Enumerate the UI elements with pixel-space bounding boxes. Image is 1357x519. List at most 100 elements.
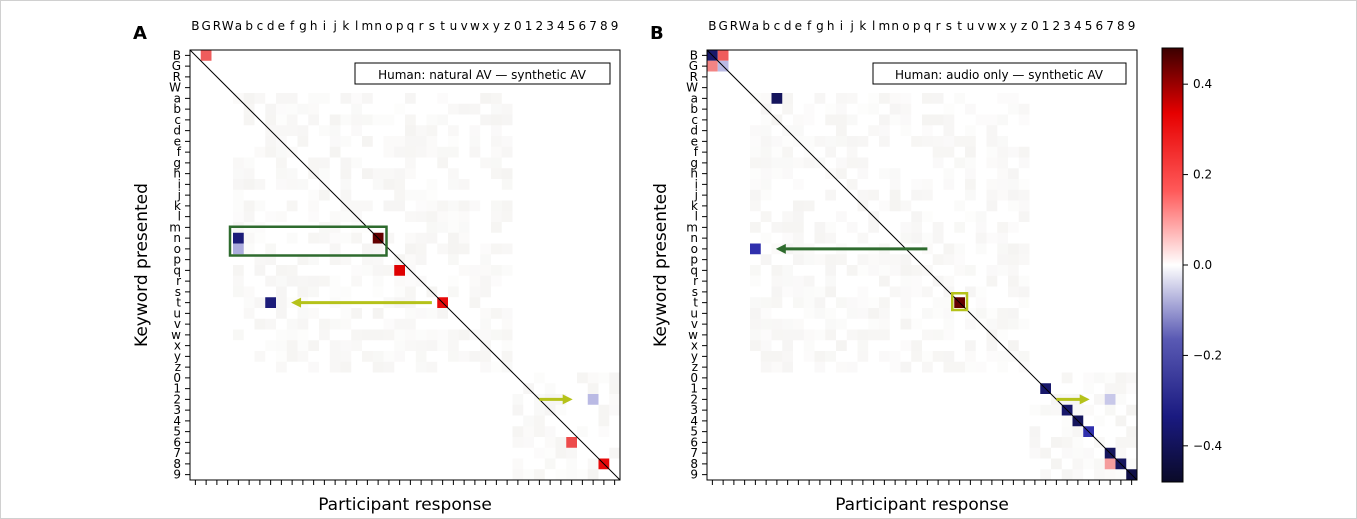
x-tick-label: q (407, 19, 415, 33)
y-tick-label: u (173, 306, 181, 320)
background-cell (911, 351, 922, 362)
x-tick-label: W (222, 19, 234, 33)
background-cell (1018, 243, 1030, 255)
background-cell (501, 146, 513, 158)
background-cell (879, 329, 890, 341)
x-tick-label: 4 (1074, 19, 1082, 33)
x-tick-label: 3 (1063, 19, 1071, 33)
background-cell (329, 125, 341, 136)
y-tick-label: w (171, 328, 181, 342)
background-cell (868, 103, 879, 115)
y-tick-label: n (690, 231, 698, 245)
background-cell (405, 168, 416, 179)
y-tick-label: B (173, 48, 181, 62)
background-cell (383, 265, 395, 276)
background-cell (911, 340, 922, 351)
background-cell (814, 136, 826, 147)
highlight-box (951, 292, 969, 312)
y-tick-label: i (695, 177, 698, 191)
background-cell (997, 179, 1008, 190)
y-tick-label: t (693, 296, 698, 310)
y-tick-label: v (174, 317, 181, 331)
background-cell (750, 168, 761, 179)
background-cell (415, 329, 427, 341)
background-cell (458, 200, 470, 212)
background-cell (997, 232, 1008, 244)
background-cell (836, 125, 847, 136)
background-cell (286, 318, 298, 330)
background-cell (857, 308, 869, 319)
background-cell (491, 200, 502, 212)
background-cell (932, 232, 944, 244)
background-cell (922, 361, 933, 373)
background-cell (750, 200, 761, 212)
background-cell (308, 211, 319, 222)
background-cell (480, 308, 491, 319)
background-cell (437, 329, 448, 341)
background-cell (598, 426, 610, 437)
background-cell (437, 308, 448, 319)
background-cell (943, 103, 955, 115)
background-cell (825, 308, 836, 319)
background-cell (846, 222, 858, 233)
background-cell (879, 125, 890, 136)
x-tick-label: x (999, 19, 1006, 33)
x-tick-label: 9 (1128, 19, 1136, 33)
background-cell (943, 146, 955, 158)
background-cell (975, 308, 987, 319)
background-cell (394, 136, 405, 147)
background-cell (297, 351, 309, 362)
background-cell (900, 286, 912, 298)
background-cell (760, 361, 772, 373)
background-cell (782, 329, 793, 341)
background-cell (437, 200, 448, 212)
background-cell (1104, 372, 1116, 384)
background-cell (383, 146, 395, 158)
background-cell (803, 103, 815, 115)
background-cell (975, 232, 987, 244)
background-cell (512, 458, 524, 470)
annotations (775, 243, 1090, 405)
y-tick-label: m (169, 220, 181, 234)
x-tick-label: q (924, 19, 932, 33)
background-cell (598, 372, 610, 384)
heatmap-cell (707, 60, 718, 72)
background-cell (469, 146, 481, 158)
background-cell (469, 297, 481, 308)
background-cell (448, 136, 459, 147)
background-cell (405, 340, 416, 351)
background-cell (340, 168, 352, 179)
y-tick-label: 1 (173, 382, 181, 396)
background-cell (857, 329, 869, 341)
y-tick-label: k (691, 199, 698, 213)
background-cell (825, 286, 836, 298)
background-cell (922, 189, 933, 201)
x-tick-label: c (257, 19, 264, 33)
background-cell (308, 200, 319, 212)
background-cell (846, 297, 858, 308)
background-cell (836, 103, 847, 115)
background-cell (836, 361, 847, 373)
background-cell (480, 318, 491, 330)
background-cell (965, 361, 976, 373)
background-cell (879, 168, 890, 179)
background-cell (868, 222, 879, 233)
y-tick-label: e (691, 134, 698, 148)
background-cell (932, 114, 944, 126)
y-tick-label: b (690, 102, 698, 116)
background-cell (394, 329, 405, 341)
background-cell (1051, 437, 1062, 448)
background-cell (997, 308, 1008, 319)
background-cell (975, 211, 987, 222)
background-cell (534, 404, 545, 416)
background-cell (803, 308, 815, 319)
background-cell (900, 265, 912, 276)
background-cell (469, 286, 481, 298)
background-cell (836, 157, 847, 169)
background-cell (965, 340, 976, 351)
y-tick-label: 9 (173, 468, 181, 482)
background-cell (308, 232, 319, 244)
background-cell (1083, 383, 1094, 394)
background-cell (771, 318, 783, 330)
